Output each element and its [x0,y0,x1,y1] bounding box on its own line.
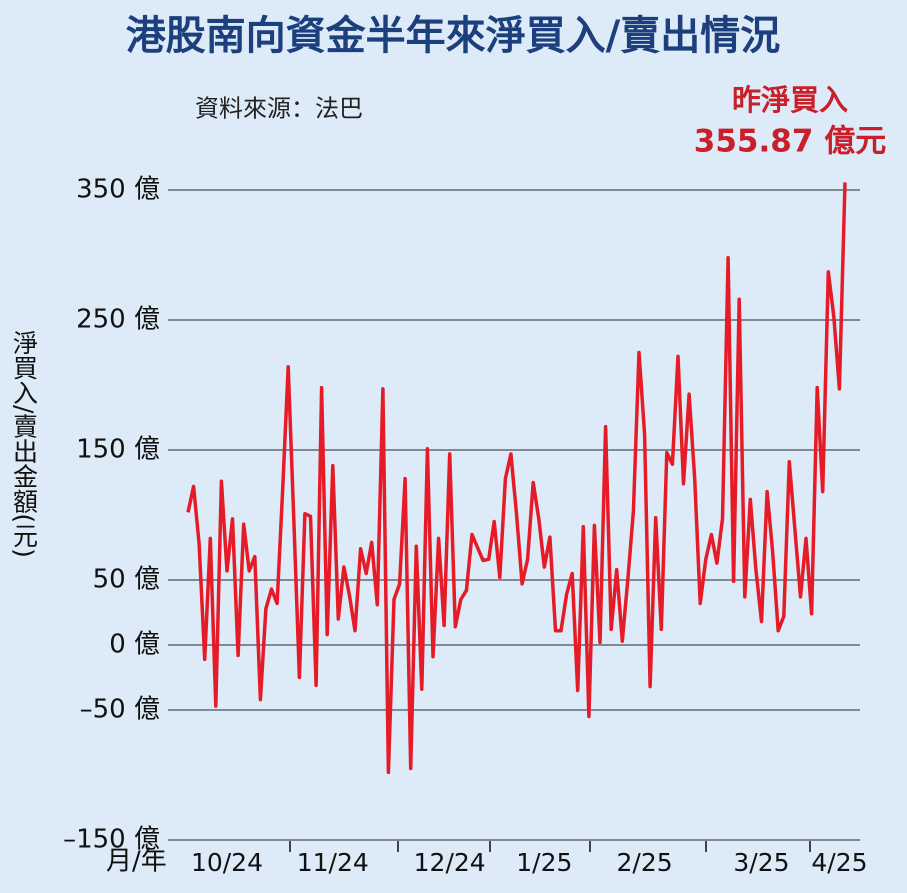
y-tick-label: 50 億 [93,565,160,595]
line [186,182,847,775]
x-tick-label: 3/25 [733,848,789,877]
annotation: 昨淨買入 [732,83,848,117]
x-tick-label: 11/24 [297,848,369,877]
chart-title: 港股南向資金半年來淨買入/賣出情況 [126,13,781,59]
x-tick-label: 1/25 [516,848,572,877]
x-tick-label: 4/25 [811,848,867,877]
y-axis-title: 淨買入/賣出金額(元) [10,330,39,558]
source: 資料來源：法巴 [195,95,363,123]
x-tick-label: 12/24 [414,848,486,877]
x-axis-title: 月/年 [106,847,167,877]
y-tick-label: –50 億 [80,695,160,725]
y-tick-label: –150 億 [63,825,160,855]
x-tick-label: 2/25 [616,848,672,877]
annotation: 355.87 億元 [694,124,886,160]
month-separators [289,840,811,852]
y-tick-label: 350 億 [76,175,160,205]
x-tick-label: 10/24 [191,848,263,877]
y-tick-label: 0 億 [109,630,160,660]
y-tick-label: 150 億 [76,435,160,465]
y-tick-label: 250 億 [76,305,160,335]
